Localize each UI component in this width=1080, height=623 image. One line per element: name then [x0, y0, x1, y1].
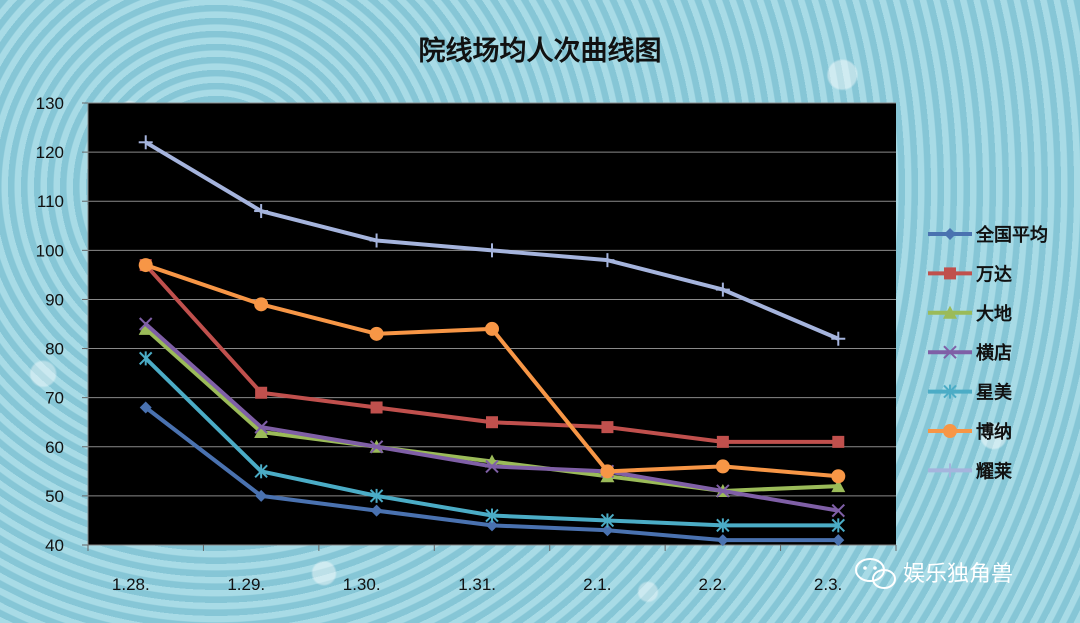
legend-marker [944, 228, 956, 240]
data-point [254, 425, 269, 439]
x-tick-label: 1.30. [343, 575, 381, 594]
data-point [139, 317, 153, 331]
legend-marker [943, 384, 957, 399]
x-tick-label: 1.28. [112, 575, 150, 594]
legend-label: 全国平均 [975, 224, 1048, 246]
legend-item: 大地 [928, 303, 1012, 325]
y-tick-label: 40 [45, 536, 64, 555]
legend-marker [944, 267, 956, 280]
y-tick-label: 70 [45, 389, 64, 408]
y-tick-label: 50 [45, 487, 64, 506]
data-point [254, 464, 268, 479]
data-point [369, 326, 384, 341]
data-point [715, 282, 730, 297]
data-point [831, 469, 846, 484]
watermark: 娱乐独角兽 [855, 558, 1013, 589]
legend-item: 横店 [928, 342, 1012, 364]
x-tick-label: 1.29. [227, 575, 265, 594]
data-point [716, 518, 730, 533]
y-tick-label: 60 [45, 438, 64, 457]
data-point [486, 519, 498, 532]
chart-title: 院线场均人次曲线图 [419, 35, 662, 67]
data-point [370, 401, 383, 414]
data-point [138, 135, 153, 150]
legend-marker [943, 424, 957, 438]
data-point [485, 459, 499, 474]
data-point [255, 386, 268, 399]
data-point [369, 440, 384, 454]
legend-item: 星美 [928, 382, 1012, 404]
data-point [254, 297, 269, 312]
wechat-icon [855, 558, 896, 589]
series-4 [139, 351, 845, 533]
watermark-text: 娱乐独角兽 [903, 562, 1013, 587]
data-point [254, 420, 268, 434]
y-tick-label: 130 [36, 94, 64, 113]
data-point [485, 243, 499, 258]
data-point [715, 459, 730, 474]
legend-marker [943, 463, 957, 478]
data-point [138, 321, 153, 335]
y-tick-label: 120 [36, 143, 64, 162]
x-tick-label: 1.31. [458, 575, 496, 594]
legend-item: 万达 [928, 263, 1012, 285]
data-point [831, 331, 846, 346]
data-point [600, 513, 615, 528]
data-point [369, 488, 384, 503]
data-point [600, 253, 615, 268]
series-0 [139, 401, 845, 547]
y-tick-label: 90 [45, 290, 64, 309]
data-point [716, 484, 730, 498]
data-point [716, 534, 729, 547]
x-tick-label: 2.1. [583, 575, 611, 594]
legend-label: 大地 [976, 303, 1012, 325]
legend-label: 横店 [976, 342, 1012, 364]
legend-label: 万达 [975, 263, 1012, 285]
data-point [831, 503, 845, 518]
legend-item: 全国平均 [928, 224, 1048, 246]
x-tick-label: 2.3. [814, 575, 842, 594]
data-point [255, 489, 268, 502]
data-point [486, 416, 498, 429]
data-point [369, 233, 384, 248]
data-point [831, 479, 846, 493]
series-6 [138, 135, 846, 346]
data-point [485, 508, 499, 523]
data-point [832, 534, 845, 547]
data-point [485, 321, 499, 336]
data-point [138, 258, 153, 273]
x-tick-label: 2.2. [698, 575, 726, 594]
y-tick-label: 110 [37, 192, 64, 211]
data-point [600, 464, 615, 479]
y-tick-label: 100 [36, 241, 64, 260]
data-point [831, 518, 845, 533]
y-tick-label: 80 [45, 340, 64, 359]
legend-item: 博纳 [928, 421, 1012, 443]
data-point [254, 204, 269, 219]
data-point [601, 421, 614, 434]
data-point [601, 524, 614, 537]
data-point [139, 401, 152, 414]
legend-marker [943, 305, 957, 319]
legend-marker [943, 345, 957, 359]
legend-label: 博纳 [976, 421, 1012, 443]
plot-area: 40 50 60 70 80 90 100 110 120 130 1.28. 1.29. 1.30. 1… [36, 94, 897, 594]
data-point [370, 504, 383, 517]
data-point [832, 435, 845, 448]
legend-item: 耀莱 [928, 460, 1012, 482]
legend-label: 星美 [976, 382, 1012, 404]
data-point [139, 351, 153, 366]
series-5 [138, 258, 846, 484]
data-point [716, 435, 729, 448]
legend-label: 耀莱 [976, 460, 1012, 482]
